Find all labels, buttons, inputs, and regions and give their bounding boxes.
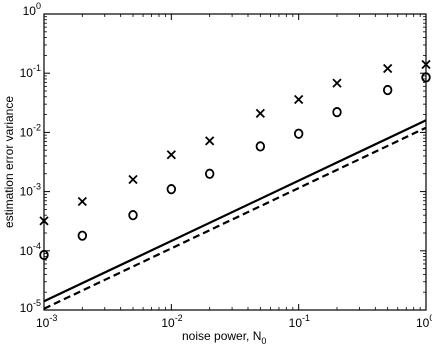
y-tick-label: 10-5 bbox=[20, 298, 41, 315]
o-marker bbox=[332, 107, 342, 118]
y-tick-label: 10-1 bbox=[20, 63, 41, 80]
x-tick-label-base: 10 bbox=[289, 316, 303, 330]
x-marker-stroke bbox=[383, 63, 393, 74]
x-axis-title: noise power, N0 bbox=[182, 329, 266, 346]
o-marker bbox=[421, 72, 431, 83]
solid-line bbox=[43, 119, 427, 303]
x-marker-stroke bbox=[128, 174, 138, 185]
x-marker bbox=[39, 216, 49, 226]
x-axis-title-subscript: 0 bbox=[261, 336, 266, 346]
x-marker bbox=[332, 78, 342, 88]
y-tick-label-exp: -4 bbox=[33, 241, 41, 251]
o-marker bbox=[382, 84, 393, 96]
y-tick-label-exp: -5 bbox=[33, 298, 41, 308]
x-tick-label-exp: 0 bbox=[429, 313, 432, 323]
y-axis-title: estimation error variance bbox=[2, 96, 16, 228]
x-tick-label-exp: -3 bbox=[49, 313, 57, 323]
x-marker bbox=[383, 63, 393, 74]
y-tick-label-exp: 0 bbox=[36, 1, 41, 11]
y-tick-label: 10-4 bbox=[20, 241, 41, 258]
o-marker bbox=[255, 141, 266, 152]
x-tick-label-exp: -2 bbox=[175, 313, 183, 323]
y-tick-label: 10-2 bbox=[20, 122, 41, 139]
y-tick-label-exp: -2 bbox=[33, 122, 41, 132]
x-marker bbox=[166, 150, 176, 160]
x-marker-stroke bbox=[166, 150, 176, 160]
o-marker bbox=[128, 210, 138, 221]
x-marker bbox=[128, 174, 138, 185]
y-tick-label-base: 10 bbox=[20, 301, 34, 315]
dashed-line bbox=[43, 126, 427, 310]
x-tick-label-base: 10 bbox=[36, 316, 50, 330]
x-tick-label: 10-3 bbox=[36, 313, 57, 330]
y-tick-label-exp: -3 bbox=[33, 182, 41, 192]
x-marker-stroke bbox=[39, 216, 49, 226]
x-tick-label-base: 10 bbox=[416, 316, 430, 330]
x-tick-label-base: 10 bbox=[161, 316, 175, 330]
x-marker-stroke bbox=[255, 108, 265, 118]
y-tick-label: 100 bbox=[23, 1, 41, 18]
x-marker bbox=[255, 108, 265, 118]
x-tick-label-exp: -1 bbox=[302, 313, 310, 323]
x-tick-label: 100 bbox=[416, 313, 432, 330]
plot-area bbox=[43, 13, 427, 311]
x-marker bbox=[205, 136, 215, 146]
y-tick-label-base: 10 bbox=[20, 244, 34, 258]
y-tick-label-base: 10 bbox=[20, 125, 34, 139]
o-marker bbox=[204, 168, 215, 179]
o-marker bbox=[77, 230, 88, 241]
y-tick-label-base: 10 bbox=[20, 185, 34, 199]
x-marker-stroke bbox=[205, 136, 215, 146]
x-marker-stroke bbox=[332, 78, 342, 88]
x-marker bbox=[294, 94, 304, 105]
x-tick-label: 10-2 bbox=[161, 313, 182, 330]
x-marker bbox=[77, 196, 87, 207]
x-marker bbox=[421, 59, 431, 70]
x-marker-stroke bbox=[421, 59, 431, 70]
series-layer bbox=[39, 59, 431, 310]
y-tick-label-base: 10 bbox=[23, 4, 37, 18]
x-marker-stroke bbox=[294, 94, 304, 105]
x-marker-stroke bbox=[77, 196, 87, 207]
x-axis-title-main: noise power, N bbox=[182, 329, 261, 343]
o-marker bbox=[293, 128, 304, 139]
x-tick-label: 10-1 bbox=[289, 313, 310, 330]
y-tick-label: 10-3 bbox=[20, 182, 41, 199]
y-tick-label-base: 10 bbox=[20, 66, 34, 80]
o-marker bbox=[39, 249, 49, 261]
o-marker bbox=[166, 184, 177, 195]
y-tick-label-exp: -1 bbox=[33, 63, 41, 73]
